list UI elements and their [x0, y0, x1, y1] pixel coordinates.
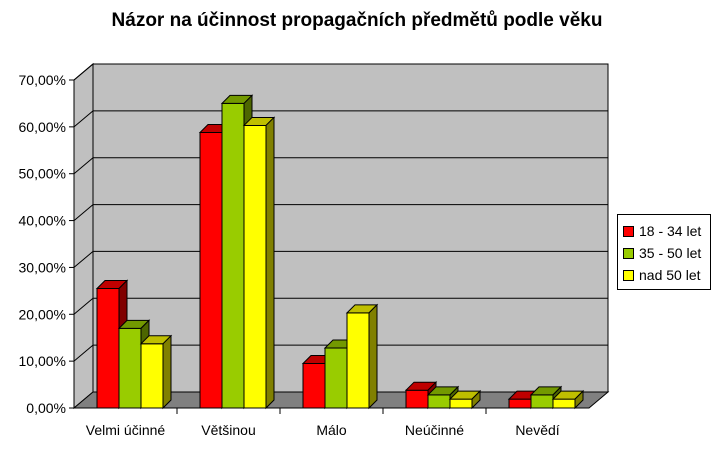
bar-front — [405, 389, 429, 409]
gridline — [73, 157, 608, 175]
x-tick-label: Neúčinné — [405, 422, 464, 438]
bar-side — [574, 389, 584, 410]
side-wall — [73, 62, 94, 410]
bar-front — [243, 124, 267, 409]
bar — [345, 303, 379, 410]
bar-front — [530, 394, 554, 409]
gridlines — [73, 63, 608, 362]
bar-front — [118, 327, 142, 409]
bar-side — [368, 303, 378, 410]
gridline — [73, 250, 608, 268]
chart-title: Názor na účinnost propagačních předmětů … — [111, 10, 603, 31]
bar-front — [324, 347, 348, 409]
bar — [139, 334, 173, 410]
bar-front — [221, 102, 245, 409]
axes — [69, 79, 589, 414]
bar-side — [265, 116, 275, 410]
gridline — [73, 344, 608, 362]
bar-front — [199, 131, 223, 409]
y-tick-label: 10,00% — [19, 353, 66, 369]
gridline — [73, 204, 608, 221]
y-tick-label: 0,00% — [26, 400, 66, 416]
bar — [551, 389, 585, 410]
bar-front — [302, 362, 326, 409]
bar — [448, 389, 482, 410]
bar-front — [449, 398, 473, 409]
y-tick-label: 50,00% — [19, 166, 66, 182]
x-tick-label: Velmi účinné — [86, 422, 166, 438]
bar-front — [346, 312, 370, 409]
bar-front — [427, 394, 451, 409]
gridline — [73, 110, 608, 128]
x-tick-label: Většinou — [201, 422, 255, 438]
y-tick-label: 70,00% — [19, 72, 66, 88]
y-tick-labels: 0,00% 10,00% 20,00% 30,00% 40,00% 50,00% 60,00… — [19, 72, 66, 416]
y-tick-label: 30,00% — [19, 259, 66, 275]
legend-label: nad 50 let — [639, 267, 701, 283]
bars — [95, 94, 585, 410]
legend: 18 - 34 let 35 - 50 let nad 50 let — [617, 214, 711, 290]
gridline — [73, 297, 608, 315]
legend-swatch — [623, 225, 634, 237]
bar-side — [471, 389, 481, 410]
bar — [242, 116, 276, 410]
y-tick-label: 60,00% — [19, 119, 66, 135]
legend-swatch — [623, 269, 634, 281]
legend-label: 35 - 50 let — [639, 245, 702, 261]
y-tick-label: 20,00% — [19, 306, 66, 322]
x-tick-labels: Velmi účinné Většinou Málo Neúčinné Nevědí — [86, 422, 560, 438]
bar-front — [552, 398, 576, 409]
gridline — [73, 63, 608, 81]
legend-swatch — [623, 247, 634, 259]
y-tick-label: 40,00% — [19, 213, 66, 229]
x-tick-label: Málo — [316, 422, 347, 438]
legend-item: 18 - 34 let — [623, 220, 710, 242]
legend-label: 18 - 34 let — [639, 223, 702, 239]
legend-item: 35 - 50 let — [623, 242, 710, 264]
legend-item: nad 50 let — [623, 264, 710, 286]
bar-front — [96, 288, 120, 409]
x-tick-label: Nevědí — [515, 422, 559, 438]
bar-front — [508, 398, 532, 409]
bar-side — [162, 334, 172, 410]
bar-front — [140, 343, 164, 409]
